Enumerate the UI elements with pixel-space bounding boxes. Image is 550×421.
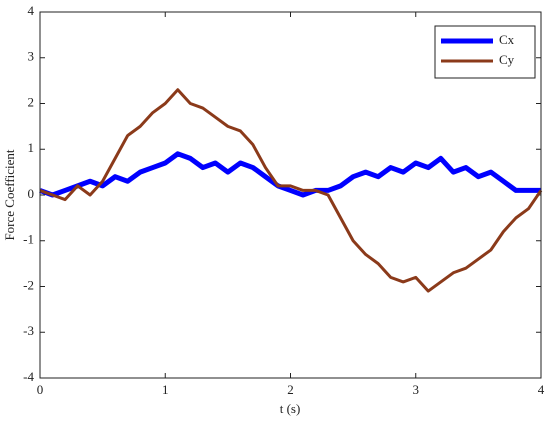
y-tick-label: -1 xyxy=(23,232,34,247)
x-tick-label: 3 xyxy=(413,382,420,397)
data-line xyxy=(39,151,541,198)
data-line xyxy=(39,88,543,293)
x-tick-label: 4 xyxy=(538,382,545,397)
y-tick-label: -3 xyxy=(23,323,34,338)
legend-label: Cy xyxy=(499,52,515,67)
y-tick-label: -4 xyxy=(23,369,34,384)
y-tick-label: 0 xyxy=(28,186,35,201)
legend-label: Cx xyxy=(499,32,515,47)
y-tick-label: 4 xyxy=(28,3,35,18)
legend-box xyxy=(434,25,536,79)
y-tick-label: 1 xyxy=(28,140,35,155)
x-tick-label: 2 xyxy=(287,382,294,397)
x-tick-label: 1 xyxy=(162,382,169,397)
y-tick-label: 2 xyxy=(28,94,35,109)
y-tick-label: -2 xyxy=(23,277,34,292)
x-tick-label: 0 xyxy=(37,382,44,397)
y-tick-label: 3 xyxy=(28,49,35,64)
y-axis-label: Force Coefficient xyxy=(2,149,17,240)
plot-frame xyxy=(39,11,542,379)
x-axis-label: t (s) xyxy=(280,401,301,416)
